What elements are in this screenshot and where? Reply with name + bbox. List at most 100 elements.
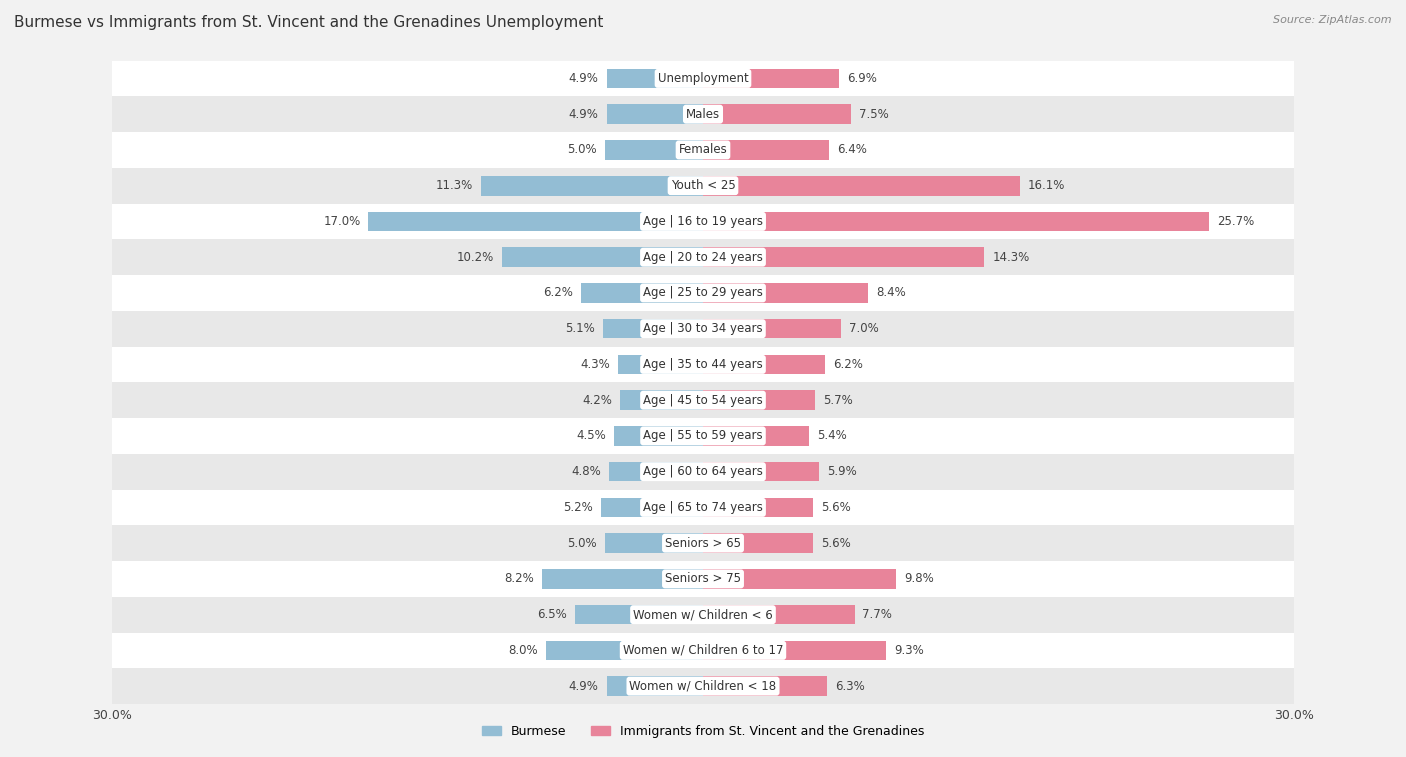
Text: 5.7%: 5.7%: [823, 394, 853, 407]
Text: 6.9%: 6.9%: [846, 72, 876, 85]
Bar: [112, 204, 1294, 239]
Text: Age | 25 to 29 years: Age | 25 to 29 years: [643, 286, 763, 300]
Text: Seniors > 75: Seniors > 75: [665, 572, 741, 585]
Bar: [112, 490, 1294, 525]
Bar: [112, 418, 1294, 453]
Text: 17.0%: 17.0%: [323, 215, 360, 228]
Text: 25.7%: 25.7%: [1216, 215, 1254, 228]
Text: 5.1%: 5.1%: [565, 322, 595, 335]
Text: Women w/ Children 6 to 17: Women w/ Children 6 to 17: [623, 644, 783, 657]
Text: 5.0%: 5.0%: [567, 143, 596, 157]
Bar: [581, 283, 703, 303]
Bar: [703, 319, 841, 338]
Text: 16.1%: 16.1%: [1028, 179, 1066, 192]
Text: 4.2%: 4.2%: [582, 394, 613, 407]
Bar: [703, 676, 827, 696]
Bar: [703, 640, 886, 660]
Bar: [703, 104, 851, 124]
Bar: [112, 347, 1294, 382]
Bar: [703, 354, 825, 374]
Text: Seniors > 65: Seniors > 65: [665, 537, 741, 550]
Bar: [703, 569, 896, 589]
Bar: [606, 69, 703, 89]
Bar: [502, 248, 703, 267]
Bar: [619, 354, 703, 374]
Bar: [546, 640, 703, 660]
Text: 5.4%: 5.4%: [817, 429, 846, 442]
Text: 7.5%: 7.5%: [859, 107, 889, 120]
Bar: [703, 176, 1019, 195]
Bar: [703, 497, 813, 517]
Bar: [112, 597, 1294, 633]
Text: 4.8%: 4.8%: [571, 465, 600, 478]
Text: Age | 30 to 34 years: Age | 30 to 34 years: [643, 322, 763, 335]
Text: Age | 35 to 44 years: Age | 35 to 44 years: [643, 358, 763, 371]
Bar: [112, 168, 1294, 204]
Bar: [620, 391, 703, 410]
Text: 5.9%: 5.9%: [827, 465, 856, 478]
Text: 6.5%: 6.5%: [537, 608, 567, 621]
Bar: [606, 104, 703, 124]
Text: 11.3%: 11.3%: [436, 179, 472, 192]
Bar: [112, 561, 1294, 597]
Text: 5.6%: 5.6%: [821, 537, 851, 550]
Text: 5.6%: 5.6%: [821, 501, 851, 514]
Text: Age | 55 to 59 years: Age | 55 to 59 years: [643, 429, 763, 442]
Bar: [112, 453, 1294, 490]
Bar: [112, 668, 1294, 704]
Text: 6.2%: 6.2%: [832, 358, 863, 371]
Bar: [112, 525, 1294, 561]
Text: Age | 20 to 24 years: Age | 20 to 24 years: [643, 251, 763, 263]
Bar: [703, 69, 839, 89]
Bar: [112, 239, 1294, 275]
Bar: [703, 462, 820, 481]
Text: Burmese vs Immigrants from St. Vincent and the Grenadines Unemployment: Burmese vs Immigrants from St. Vincent a…: [14, 15, 603, 30]
Text: 8.4%: 8.4%: [876, 286, 905, 300]
Bar: [112, 311, 1294, 347]
Text: 4.9%: 4.9%: [569, 680, 599, 693]
Text: Males: Males: [686, 107, 720, 120]
Bar: [112, 132, 1294, 168]
Bar: [368, 212, 703, 231]
Text: 8.0%: 8.0%: [508, 644, 537, 657]
Bar: [609, 462, 703, 481]
Text: Unemployment: Unemployment: [658, 72, 748, 85]
Bar: [575, 605, 703, 625]
Text: Females: Females: [679, 143, 727, 157]
Text: Women w/ Children < 18: Women w/ Children < 18: [630, 680, 776, 693]
Bar: [112, 61, 1294, 96]
Bar: [703, 391, 815, 410]
Text: 6.4%: 6.4%: [837, 143, 866, 157]
Bar: [481, 176, 703, 195]
Bar: [605, 140, 703, 160]
Bar: [703, 283, 869, 303]
Bar: [703, 605, 855, 625]
Text: Age | 60 to 64 years: Age | 60 to 64 years: [643, 465, 763, 478]
Text: 14.3%: 14.3%: [993, 251, 1029, 263]
Bar: [703, 534, 813, 553]
Bar: [112, 275, 1294, 311]
Text: 4.3%: 4.3%: [581, 358, 610, 371]
Text: 5.2%: 5.2%: [562, 501, 593, 514]
Text: Age | 65 to 74 years: Age | 65 to 74 years: [643, 501, 763, 514]
Bar: [703, 140, 830, 160]
Bar: [703, 212, 1209, 231]
Legend: Burmese, Immigrants from St. Vincent and the Grenadines: Burmese, Immigrants from St. Vincent and…: [477, 720, 929, 743]
Text: 4.5%: 4.5%: [576, 429, 606, 442]
Text: 4.9%: 4.9%: [569, 107, 599, 120]
Text: 7.0%: 7.0%: [849, 322, 879, 335]
Text: Source: ZipAtlas.com: Source: ZipAtlas.com: [1274, 15, 1392, 25]
Text: 7.7%: 7.7%: [862, 608, 893, 621]
Text: 6.2%: 6.2%: [543, 286, 574, 300]
Bar: [600, 497, 703, 517]
Text: 9.3%: 9.3%: [894, 644, 924, 657]
Text: Youth < 25: Youth < 25: [671, 179, 735, 192]
Text: 4.9%: 4.9%: [569, 72, 599, 85]
Text: 8.2%: 8.2%: [503, 572, 534, 585]
Bar: [541, 569, 703, 589]
Text: Women w/ Children < 6: Women w/ Children < 6: [633, 608, 773, 621]
Bar: [112, 633, 1294, 668]
Text: Age | 16 to 19 years: Age | 16 to 19 years: [643, 215, 763, 228]
Bar: [703, 426, 810, 446]
Text: 5.0%: 5.0%: [567, 537, 596, 550]
